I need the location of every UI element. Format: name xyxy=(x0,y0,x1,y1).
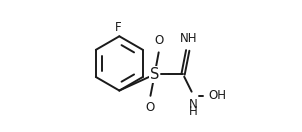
Text: F: F xyxy=(115,21,121,34)
Text: NH: NH xyxy=(180,32,197,45)
Text: H: H xyxy=(189,105,198,118)
Text: O: O xyxy=(155,34,164,47)
Text: O: O xyxy=(145,101,154,114)
Text: OH: OH xyxy=(208,89,226,102)
Text: S: S xyxy=(150,67,159,82)
Text: N: N xyxy=(189,98,198,111)
